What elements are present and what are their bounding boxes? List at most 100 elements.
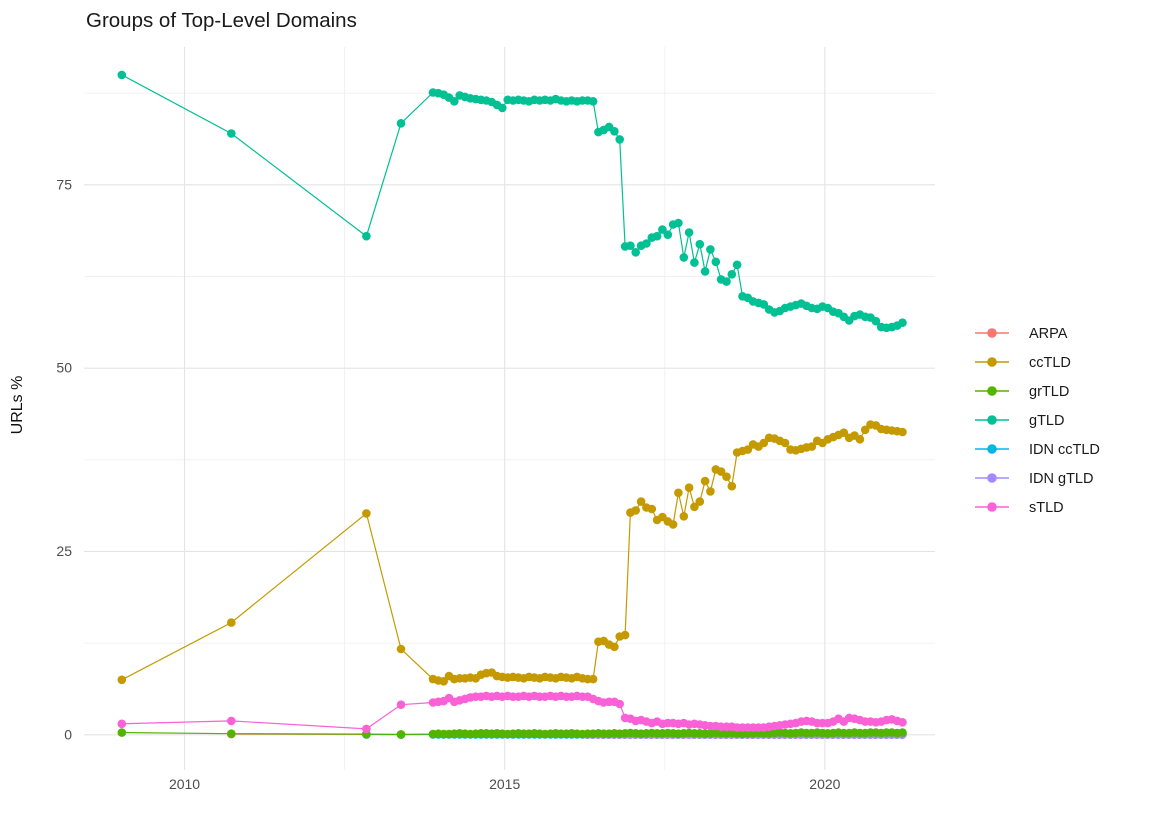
data-point (871, 316, 881, 326)
y-tick-label: 75 (56, 176, 72, 192)
series-layer (117, 70, 907, 739)
axis-labels: 0 25 50 75 2010 2015 2020 (56, 176, 840, 792)
data-point (722, 472, 731, 482)
legend-label: gTLD (1029, 413, 1064, 429)
y-tick-label: 0 (64, 726, 72, 742)
data-point (684, 228, 694, 237)
legend-key-dot (987, 328, 997, 338)
data-point (684, 483, 694, 493)
series-gtld (117, 70, 907, 333)
data-point (663, 230, 673, 239)
data-point (631, 506, 640, 515)
data-point (690, 258, 699, 267)
data-point (620, 630, 630, 640)
data-point (759, 300, 769, 309)
data-point (362, 231, 371, 241)
data-point (588, 97, 598, 106)
legend-key-dot (987, 502, 997, 512)
data-point (362, 509, 371, 518)
data-point (898, 718, 907, 727)
data-point (780, 438, 790, 448)
y-tick-label: 25 (56, 543, 72, 559)
data-point (700, 267, 710, 276)
data-point (615, 135, 624, 144)
data-point (706, 487, 715, 496)
chart-title: Groups of Top-Level Domains (86, 9, 357, 32)
x-tick-label: 2010 (169, 776, 200, 792)
data-point (807, 442, 817, 451)
data-point (117, 728, 127, 737)
data-point (588, 674, 598, 684)
legend-item-gtld: gTLD (975, 413, 1064, 429)
y-tick-label: 50 (56, 360, 72, 376)
data-point (396, 700, 406, 709)
data-point (898, 728, 907, 737)
data-point (227, 716, 236, 726)
data-point (439, 677, 449, 686)
data-point (700, 476, 710, 486)
legend-key-dot (987, 386, 997, 396)
data-point (631, 248, 640, 257)
legend-key-dot (987, 473, 997, 483)
legend-label: grTLD (1029, 384, 1069, 400)
data-point (117, 675, 127, 685)
data-point (860, 425, 870, 435)
data-point (227, 129, 236, 138)
data-point (396, 644, 406, 654)
data-point (626, 241, 635, 250)
legend-label: IDN gTLD (1029, 471, 1093, 487)
x-tick-label: 2015 (489, 776, 520, 792)
data-point (647, 504, 657, 514)
legend-key-dot (987, 357, 997, 367)
data-point (759, 438, 769, 448)
legend-item-idn-cctld: IDN ccTLD (975, 442, 1100, 458)
data-point (658, 225, 667, 234)
data-point (117, 719, 127, 729)
data-point (690, 502, 699, 512)
data-point (898, 318, 907, 328)
data-point (227, 729, 236, 738)
legend: ARPA ccTLD grTLD gTLD IDN ccTLD IDN gTLD sTLD (975, 326, 1100, 516)
legend-label: IDN ccTLD (1029, 442, 1100, 458)
data-point (855, 435, 865, 444)
data-point (695, 239, 705, 249)
legend-item-arpa: ARPA (975, 326, 1068, 342)
data-point (450, 97, 459, 106)
data-point (727, 481, 737, 491)
data-point (711, 257, 721, 267)
data-point (642, 239, 651, 248)
data-point (668, 520, 678, 529)
data-point (727, 270, 737, 279)
legend-item-stld: sTLD (975, 500, 1064, 516)
legend-label: ARPA (1029, 326, 1068, 342)
legend-item-grtld: grTLD (975, 384, 1069, 400)
data-point (898, 427, 907, 437)
legend-label: ccTLD (1029, 355, 1071, 371)
data-point (227, 618, 236, 627)
data-point (610, 127, 619, 136)
data-point (362, 724, 371, 734)
data-point (732, 260, 742, 270)
data-point (652, 231, 662, 241)
series-stld (117, 691, 907, 734)
legend-label: sTLD (1029, 500, 1064, 516)
data-point (636, 497, 646, 506)
data-point (396, 730, 406, 739)
data-point (674, 488, 683, 498)
y-axis-title: URLs % (9, 376, 26, 435)
data-point (716, 467, 726, 476)
legend-key-dot (987, 415, 997, 425)
data-point (117, 70, 127, 80)
series-grtld (117, 728, 907, 739)
data-point (610, 642, 619, 652)
data-point (706, 245, 715, 254)
data-point (679, 512, 689, 521)
series-cctld (117, 420, 907, 686)
data-point (722, 277, 731, 286)
data-point (674, 218, 683, 228)
legend-item-cctld: ccTLD (975, 355, 1071, 371)
data-point (615, 699, 624, 709)
data-point (839, 428, 849, 438)
legend-item-idn-gtld: IDN gTLD (975, 471, 1093, 487)
